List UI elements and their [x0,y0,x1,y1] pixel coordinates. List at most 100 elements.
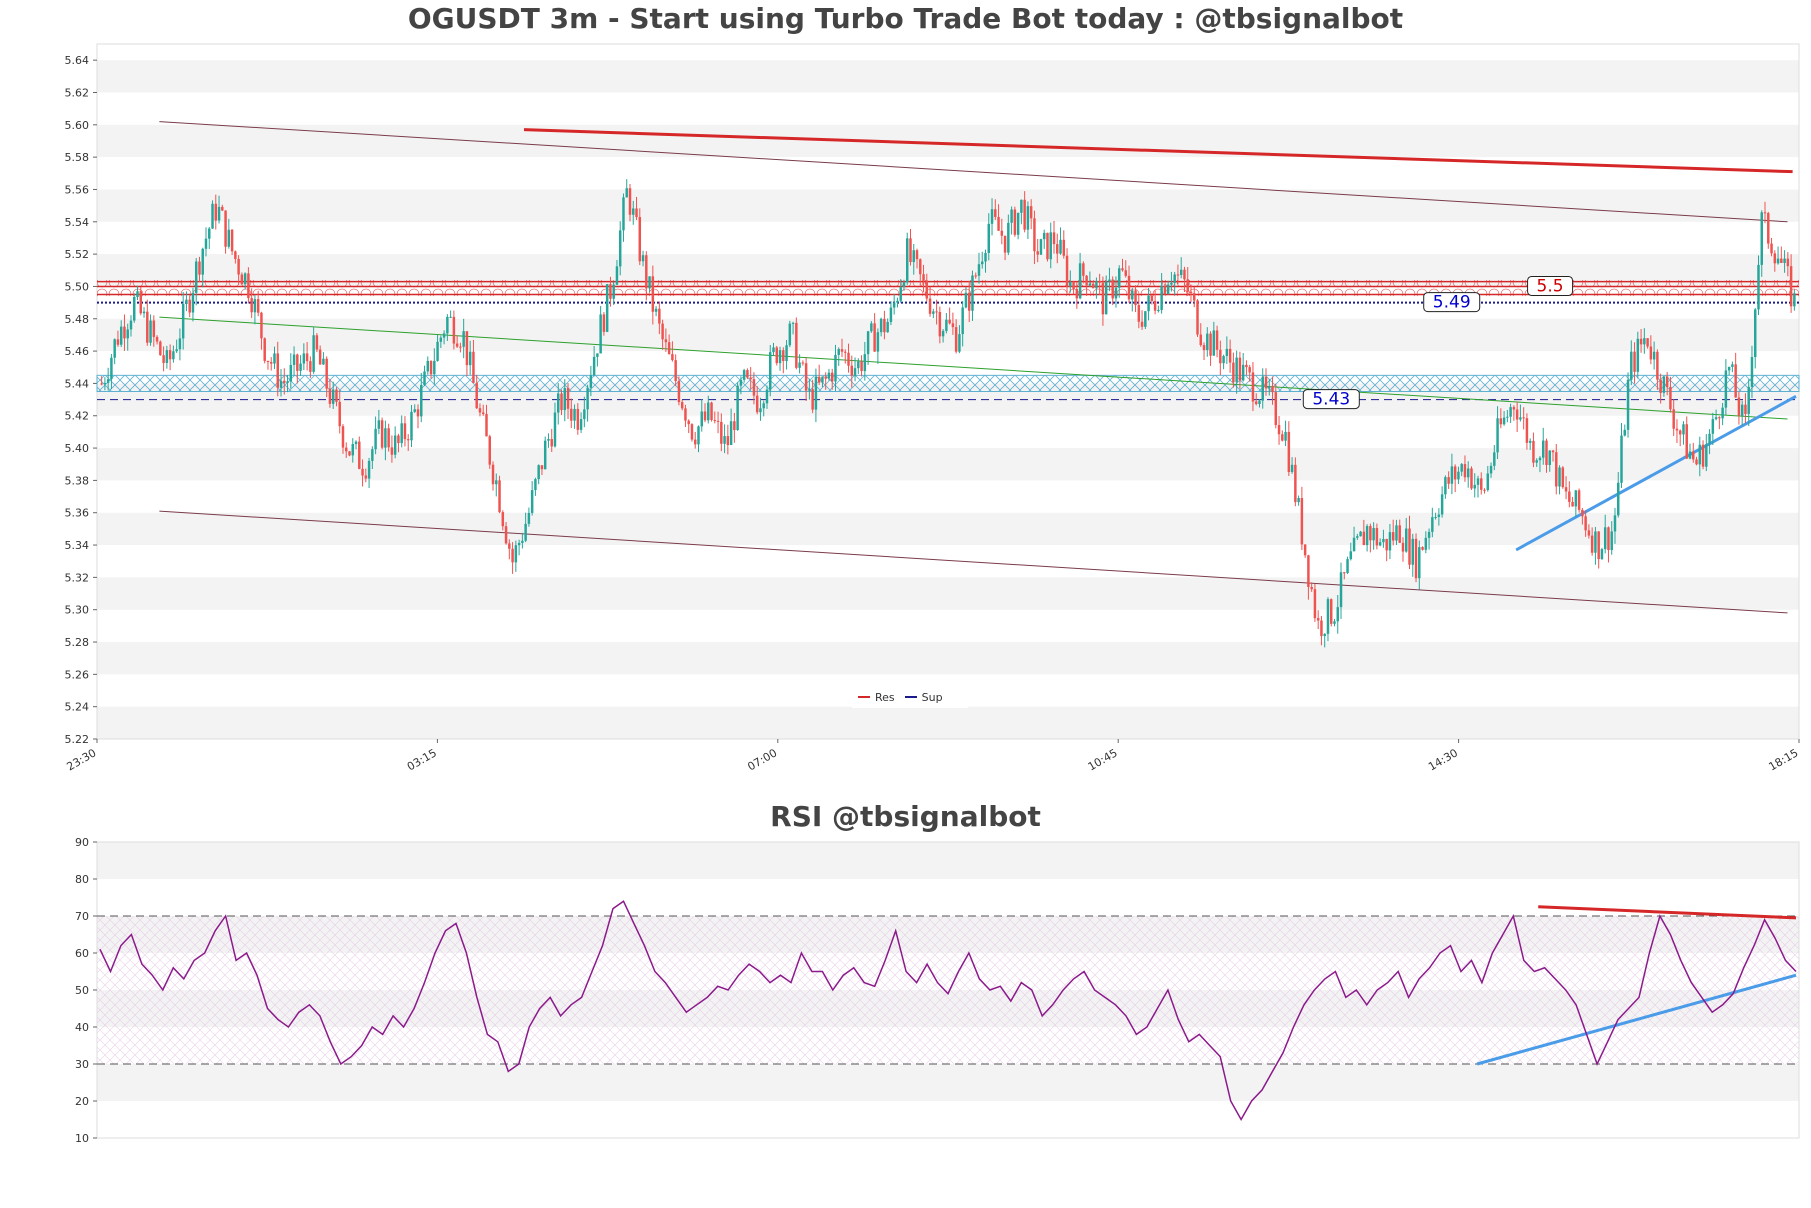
candle-body [1528,440,1532,443]
candle-body [1581,509,1584,517]
candle-body [1600,549,1604,560]
candle-body [853,368,857,376]
candle-body [990,209,994,224]
candle-body [827,372,831,379]
candle-body [1281,434,1284,441]
candle-body [1603,527,1607,550]
candle-body [1228,348,1232,363]
candle-body [1222,356,1225,364]
candle-body [198,261,201,275]
candle-body [462,331,465,347]
candle-body [1101,282,1105,315]
candle-body [191,292,195,313]
candle-body [1577,490,1581,510]
candle-body [1476,478,1480,485]
candle-body [795,322,798,368]
candle-body [211,203,214,229]
candle-body [1630,351,1633,380]
price-y-tick-label: 5.62 [65,86,90,99]
legend-item-sup: Sup [904,691,943,704]
candle-body [517,542,521,546]
candle-body [1473,484,1476,489]
candle-body [547,439,550,441]
candle-body [824,376,827,379]
candle-body [521,540,524,543]
candle-body [100,383,103,385]
candle-body [863,354,867,372]
candle-body [1391,532,1395,541]
candle-body [1496,418,1499,453]
rsi-overlays [97,905,1799,1066]
candle-body [801,362,805,364]
candle-body [1750,357,1754,387]
candle-body [1277,425,1281,435]
price-y-tick-label: 5.28 [65,636,90,649]
candle-body [1532,440,1535,463]
candle-body [312,335,315,372]
candle-body [1682,424,1685,435]
candle-body [1783,258,1786,264]
candle-body [1297,498,1300,503]
candle-body [844,351,847,353]
rsi-blue-trendline [1476,973,1797,1066]
candle-body [230,229,234,252]
price-grid-band [97,60,1799,93]
candle-body [736,385,739,431]
price-x-tick-label: 23:30 [65,746,99,773]
candle-body [110,357,113,380]
candle-body [1310,586,1313,590]
annotation-label: 5.43 [1312,390,1350,410]
candle-body [256,299,260,313]
candle-body [162,355,165,363]
candle-body [1111,279,1114,299]
candle-body [413,409,416,412]
candle-body [1564,487,1568,492]
candle-body [1431,517,1434,532]
candle-body [563,388,567,411]
candle-body [1294,464,1297,503]
candle-body [1245,364,1248,368]
candle-body [185,299,188,304]
candle-body [1225,348,1229,357]
candle-body [1727,366,1731,371]
candle-body [345,447,348,452]
candle-body [1147,295,1150,312]
rsi-y-tick-label: 10 [75,1132,89,1145]
candle-body [658,308,661,324]
candle-body [475,382,478,409]
candle-body [1584,516,1587,531]
candle-body [260,312,263,339]
candle-body [716,420,720,422]
candle-body [1326,599,1330,634]
candle-body [1659,379,1662,393]
candle-body [309,361,312,372]
candle-body [1052,232,1056,245]
price-candles [100,179,1796,648]
candle-body [188,299,191,313]
price-grid-band [97,512,1799,546]
price-grid-bands [97,60,1799,739]
candle-body [527,512,531,524]
candle-body [269,361,273,364]
price-x-tick-label: 10:45 [1086,746,1120,773]
candle-body [693,439,697,445]
candle-body [403,423,407,440]
candle-body [1062,239,1066,256]
candle-body [1427,531,1431,538]
candle-body [883,318,886,333]
candle-body [1013,209,1017,235]
candle-body [1688,451,1692,459]
candle-body [1206,333,1209,351]
candle-body [928,298,932,314]
candle-body [305,353,309,362]
candle-body [1760,212,1763,265]
candle-body [977,264,981,276]
candle-body [279,380,283,388]
candle-body [1789,266,1793,307]
price-y-tick-label: 5.54 [65,216,90,229]
candle-body [406,439,410,441]
candle-body [227,229,231,247]
price-grid-band [97,642,1799,675]
candle-body [250,298,253,313]
candle-body [530,490,534,513]
